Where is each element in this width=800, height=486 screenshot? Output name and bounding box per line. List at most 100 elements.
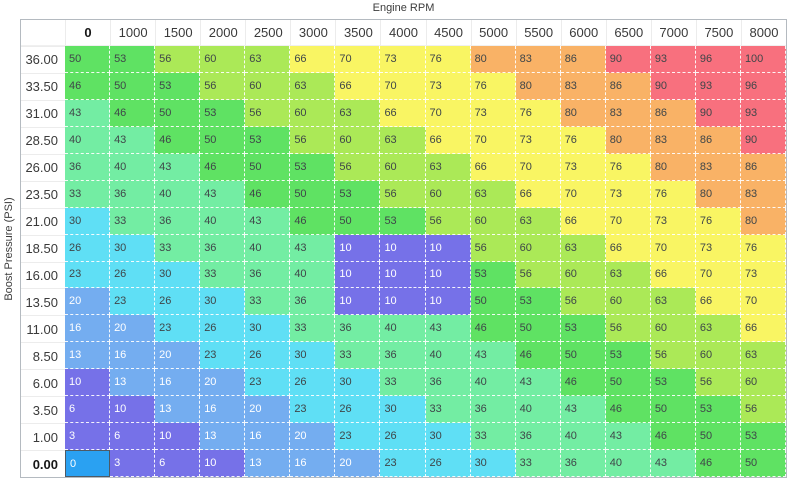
- table-cell[interactable]: 66: [560, 207, 606, 235]
- table-cell[interactable]: 50: [650, 396, 696, 424]
- table-cell[interactable]: 36: [155, 207, 201, 235]
- table-cell[interactable]: 70: [470, 126, 516, 154]
- table-cell[interactable]: 13: [65, 342, 111, 370]
- table-cell[interactable]: 30: [425, 423, 471, 451]
- table-cell[interactable]: 70: [695, 261, 741, 289]
- table-cell[interactable]: 56: [470, 234, 516, 262]
- table-cell[interactable]: 50: [290, 180, 336, 208]
- table-cell[interactable]: 40: [560, 423, 606, 451]
- table-cell[interactable]: 10: [425, 288, 471, 316]
- table-cell[interactable]: 50: [740, 450, 786, 477]
- table-cell[interactable]: 60: [245, 72, 291, 100]
- table-cell[interactable]: 20: [110, 315, 156, 343]
- table-cell[interactable]: 43: [155, 153, 201, 181]
- table-cell[interactable]: 46: [560, 369, 606, 397]
- table-cell[interactable]: 40: [290, 261, 336, 289]
- table-cell[interactable]: 53: [740, 423, 786, 451]
- table-cell[interactable]: 30: [335, 369, 381, 397]
- table-cell[interactable]: 40: [470, 369, 516, 397]
- table-cell[interactable]: 23: [380, 450, 426, 477]
- table-cell[interactable]: 50: [110, 72, 156, 100]
- table-cell[interactable]: 6: [65, 396, 111, 424]
- table-cell[interactable]: 10: [425, 234, 471, 262]
- table-cell[interactable]: 26: [335, 396, 381, 424]
- table-cell[interactable]: 36: [380, 342, 426, 370]
- selected-cell[interactable]: 0: [65, 450, 111, 477]
- table-cell[interactable]: 10: [380, 234, 426, 262]
- table-cell[interactable]: 36: [515, 423, 561, 451]
- table-cell[interactable]: 10: [380, 261, 426, 289]
- table-cell[interactable]: 53: [335, 180, 381, 208]
- table-cell[interactable]: 76: [695, 207, 741, 235]
- table-cell[interactable]: 10: [65, 369, 111, 397]
- table-cell[interactable]: 66: [290, 46, 336, 73]
- table-cell[interactable]: 83: [740, 180, 786, 208]
- table-cell[interactable]: 50: [335, 207, 381, 235]
- table-cell[interactable]: 83: [515, 46, 561, 73]
- table-cell[interactable]: 50: [605, 369, 651, 397]
- table-cell[interactable]: 60: [200, 46, 246, 73]
- table-cell[interactable]: 16: [110, 342, 156, 370]
- table-cell[interactable]: 40: [110, 153, 156, 181]
- table-cell[interactable]: 56: [650, 342, 696, 370]
- table-cell[interactable]: 56: [425, 207, 471, 235]
- table-cell[interactable]: 76: [650, 180, 696, 208]
- table-cell[interactable]: 43: [425, 315, 471, 343]
- table-cell[interactable]: 63: [245, 46, 291, 73]
- table-cell[interactable]: 16: [245, 423, 291, 451]
- table-cell[interactable]: 56: [380, 180, 426, 208]
- table-cell[interactable]: 50: [515, 315, 561, 343]
- table-cell[interactable]: 93: [740, 99, 786, 127]
- table-cell[interactable]: 73: [740, 261, 786, 289]
- table-cell[interactable]: 56: [560, 288, 606, 316]
- table-cell[interactable]: 66: [650, 261, 696, 289]
- table-cell[interactable]: 43: [110, 126, 156, 154]
- table-cell[interactable]: 30: [470, 450, 516, 477]
- table-cell[interactable]: 66: [335, 72, 381, 100]
- table-cell[interactable]: 56: [200, 72, 246, 100]
- table-cell[interactable]: 60: [290, 99, 336, 127]
- table-cell[interactable]: 63: [740, 342, 786, 370]
- table-cell[interactable]: 66: [470, 153, 516, 181]
- table-cell[interactable]: 43: [650, 450, 696, 477]
- table-cell[interactable]: 73: [515, 126, 561, 154]
- table-cell[interactable]: 40: [515, 396, 561, 424]
- table-cell[interactable]: 23: [110, 288, 156, 316]
- table-cell[interactable]: 56: [605, 315, 651, 343]
- table-cell[interactable]: 60: [380, 153, 426, 181]
- table-cell[interactable]: 20: [65, 288, 111, 316]
- table-cell[interactable]: 73: [695, 234, 741, 262]
- table-cell[interactable]: 63: [695, 315, 741, 343]
- table-cell[interactable]: 40: [380, 315, 426, 343]
- table-cell[interactable]: 33: [110, 207, 156, 235]
- table-cell[interactable]: 36: [560, 450, 606, 477]
- table-cell[interactable]: 56: [290, 126, 336, 154]
- table-cell[interactable]: 36: [65, 153, 111, 181]
- table-cell[interactable]: 53: [560, 315, 606, 343]
- table-cell[interactable]: 60: [560, 261, 606, 289]
- table-cell[interactable]: 63: [605, 261, 651, 289]
- table-cell[interactable]: 13: [155, 396, 201, 424]
- table-cell[interactable]: 56: [515, 261, 561, 289]
- table-cell[interactable]: 100: [740, 46, 786, 73]
- table-cell[interactable]: 20: [155, 342, 201, 370]
- table-cell[interactable]: 30: [110, 234, 156, 262]
- table-cell[interactable]: 13: [110, 369, 156, 397]
- table-cell[interactable]: 26: [425, 450, 471, 477]
- table-cell[interactable]: 80: [740, 207, 786, 235]
- table-cell[interactable]: 36: [335, 315, 381, 343]
- table-cell[interactable]: 53: [380, 207, 426, 235]
- table-cell[interactable]: 40: [200, 207, 246, 235]
- table-cell[interactable]: 76: [740, 234, 786, 262]
- table-cell[interactable]: 30: [380, 396, 426, 424]
- table-cell[interactable]: 86: [560, 46, 606, 73]
- table-cell[interactable]: 33: [65, 180, 111, 208]
- table-cell[interactable]: 86: [695, 126, 741, 154]
- table-cell[interactable]: 63: [335, 99, 381, 127]
- table-cell[interactable]: 70: [335, 46, 381, 73]
- table-cell[interactable]: 43: [470, 342, 516, 370]
- table-cell[interactable]: 70: [605, 207, 651, 235]
- table-cell[interactable]: 10: [425, 261, 471, 289]
- table-cell[interactable]: 43: [515, 369, 561, 397]
- table-cell[interactable]: 40: [425, 342, 471, 370]
